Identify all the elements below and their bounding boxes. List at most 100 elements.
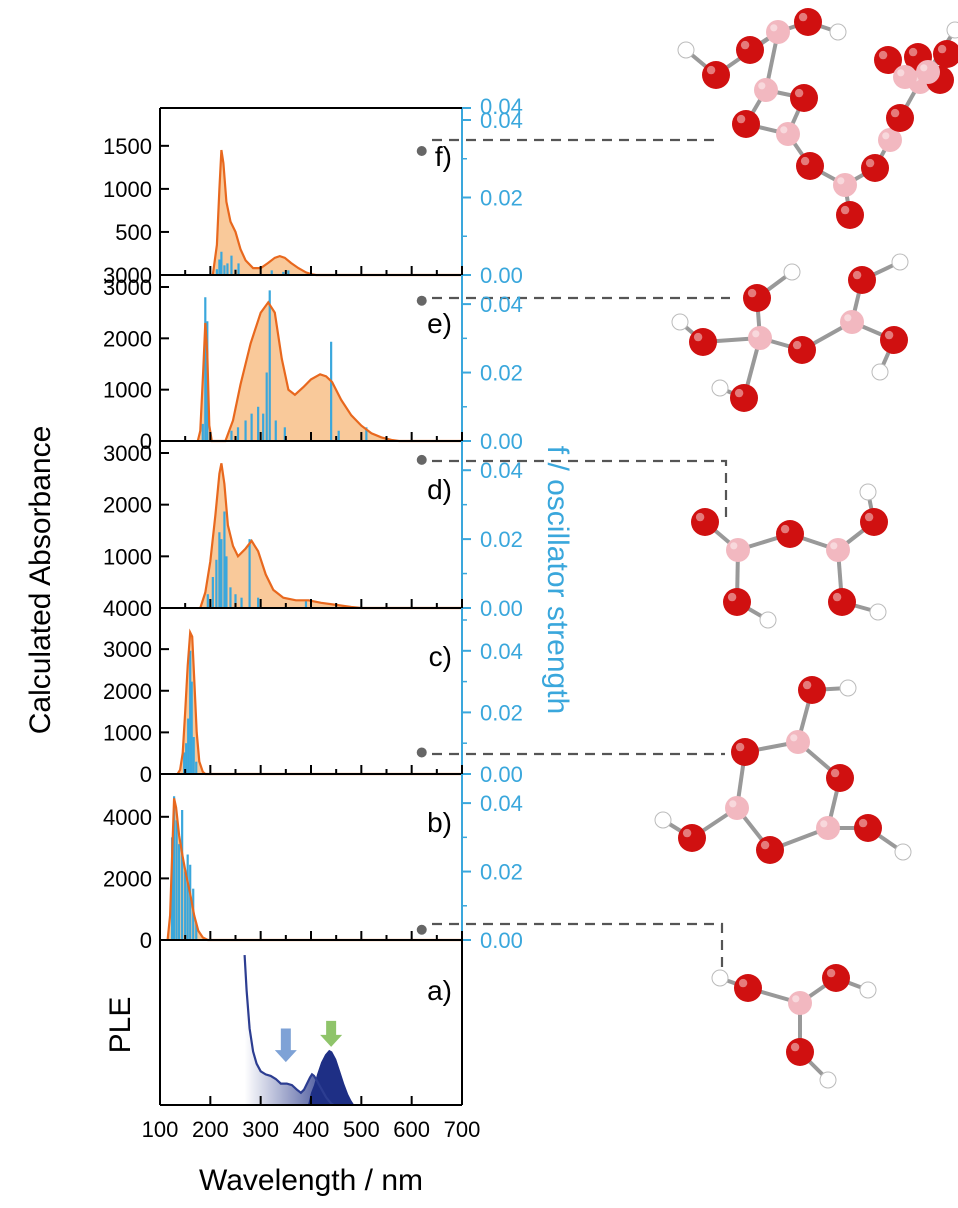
atom-highlight — [747, 288, 757, 298]
atom-highlight — [740, 40, 750, 50]
atom-highlight — [758, 82, 766, 90]
hydrogen-atom — [759, 611, 777, 629]
hydrogen-atom — [783, 263, 801, 281]
atom-highlight — [832, 592, 842, 602]
left-tick-label: 4000 — [103, 596, 152, 621]
connector-dot — [416, 295, 427, 306]
oxygen-atom — [788, 336, 816, 364]
left-tick-label: 2000 — [103, 679, 152, 704]
left-tick-label: 500 — [115, 220, 152, 245]
oxygen-atom — [826, 764, 854, 792]
oxygen-atom — [730, 384, 758, 412]
oxygen-atom — [828, 588, 856, 616]
atom-highlight — [894, 256, 900, 262]
right-tick-label: 0.04 — [480, 108, 523, 133]
molecule-f — [677, 8, 958, 229]
right-tick-label: 0.00 — [480, 928, 523, 953]
oxygen-atom — [854, 814, 882, 842]
left-tick-label: 2000 — [103, 866, 152, 891]
left-tick-label: 1000 — [103, 378, 152, 403]
oxygen-atom — [691, 508, 719, 536]
connector-dot — [416, 747, 427, 758]
right-tick-label: 0.02 — [480, 860, 523, 885]
panel-b: 0.00 0.02 0.04 0 2000 4000 b) — [103, 774, 523, 953]
atom-highlight — [680, 44, 686, 50]
envelope-line — [199, 463, 462, 610]
hydrogen-atom — [711, 379, 729, 397]
panel-label: a) — [427, 975, 452, 1006]
hydrogen-atom — [871, 363, 889, 381]
boron-atom — [726, 538, 750, 562]
right-tick-label: 0.04 — [480, 292, 523, 317]
oxygen-atom — [678, 824, 706, 852]
arrow-green — [320, 1020, 343, 1047]
atom-highlight — [874, 366, 880, 372]
oxygen-atom — [736, 36, 764, 64]
connector-dot — [416, 146, 427, 156]
oxygen-atom — [723, 588, 751, 616]
atom-highlight — [858, 818, 868, 828]
connector-lines — [432, 138, 730, 985]
boron-atom — [786, 730, 810, 754]
molecule-b — [711, 964, 877, 1089]
molecule-e — [671, 253, 909, 412]
right-tick-label: 0.00 — [480, 263, 523, 288]
atom-highlight — [752, 330, 760, 338]
panel-a: 100 200 300 400 500 600 700 a) — [142, 940, 480, 1142]
atom-highlight — [897, 69, 905, 77]
left-tick-label: 2000 — [103, 326, 152, 351]
envelope-line — [196, 300, 462, 443]
panel-d: 0.00 0.02 0.04 4000 1000 2000 3000 d) — [103, 441, 523, 621]
x-tick-label: 600 — [393, 1117, 430, 1142]
boron-atom — [916, 60, 940, 84]
hydrogen-atom — [677, 41, 695, 59]
atom-highlight — [840, 205, 850, 215]
oxygen-atom — [874, 46, 902, 74]
x-tick-label: 400 — [293, 1117, 330, 1142]
right-tick-label: 0.04 — [480, 791, 523, 816]
x-tick-label: 100 — [142, 1117, 179, 1142]
panel-label: f) — [435, 141, 452, 172]
oxygen-atom — [734, 974, 762, 1002]
atom-highlight — [727, 592, 737, 602]
atom-highlight — [786, 266, 792, 272]
molecule-c — [654, 676, 912, 864]
atom-highlight — [884, 330, 894, 340]
atom-highlight — [844, 314, 852, 322]
oxygen-atom — [798, 676, 826, 704]
connector-line — [432, 459, 728, 520]
oxygen-atom — [860, 508, 888, 536]
hydrogen-atom — [946, 21, 958, 39]
atom-highlight — [949, 24, 955, 30]
oxygen-atom — [743, 284, 771, 312]
hydrogen-atom — [859, 483, 877, 501]
ple-peak-fill — [307, 1049, 355, 1105]
oxygen-atom — [822, 964, 850, 992]
atom-highlight — [792, 340, 802, 350]
right-tick-label: 0.04 — [480, 639, 523, 664]
boron-atom — [748, 326, 772, 350]
x-tick-label: 300 — [242, 1117, 279, 1142]
atom-highlight — [864, 512, 874, 522]
oxygen-atom — [776, 520, 804, 548]
atom-highlight — [674, 316, 680, 322]
oxygen-atom — [848, 266, 876, 294]
atom-highlight — [897, 846, 903, 852]
atom-highlight — [920, 64, 928, 72]
atom-highlight — [842, 682, 848, 688]
atom-highlight — [798, 12, 808, 22]
oxygen-atom — [836, 201, 864, 229]
atom-highlight — [790, 1042, 800, 1052]
atom-highlight — [790, 734, 798, 742]
panel-label: c) — [429, 641, 452, 672]
right-y-axis-title: f / oscillator strength — [541, 446, 574, 714]
atom-highlight — [800, 156, 810, 166]
x-tick-label: 500 — [343, 1117, 380, 1142]
left-tick-label: 1000 — [103, 544, 152, 569]
left-tick-label: 3000 — [103, 263, 152, 288]
left-y-axis-title: Calculated Absorbance — [24, 426, 57, 735]
boron-atom — [893, 65, 917, 89]
atom-highlight — [706, 65, 716, 75]
atom-highlight — [862, 984, 868, 990]
atom-highlight — [738, 978, 748, 988]
